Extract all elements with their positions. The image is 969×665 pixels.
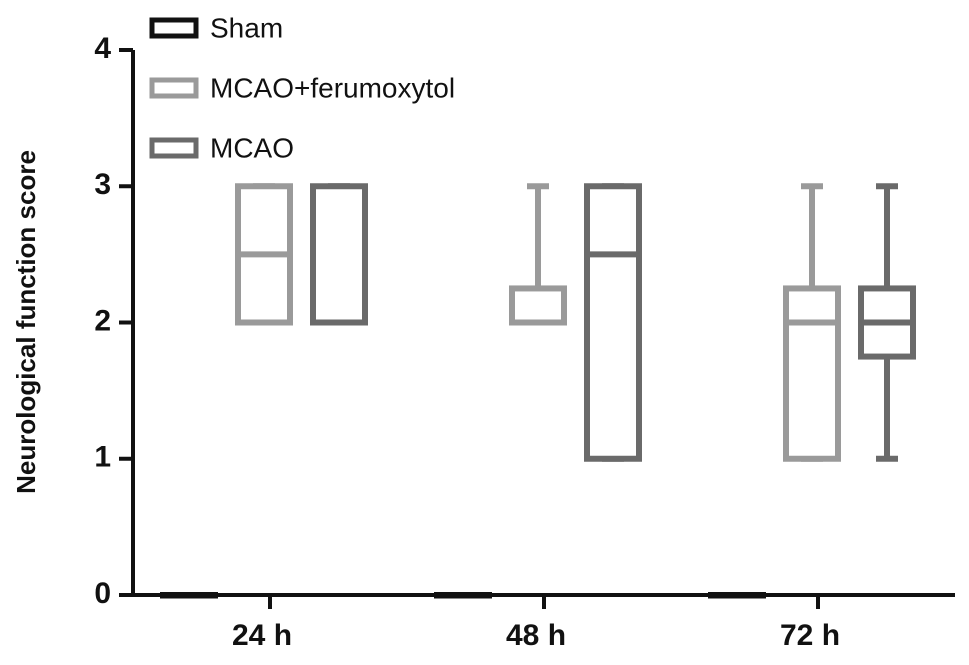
x-tick-label: 72 h [780, 619, 840, 652]
box [584, 183, 642, 462]
box [509, 285, 567, 326]
y-tick-label: 2 [94, 304, 111, 337]
x-tick-label: 48 h [506, 619, 566, 652]
y-tick-label: 0 [94, 577, 111, 610]
y-axis-label: Neurological function score [11, 150, 41, 494]
y-tick-label: 1 [94, 441, 111, 474]
legend-label: Sham [210, 12, 283, 43]
y-tick-label: 4 [94, 32, 111, 65]
box [310, 183, 368, 326]
legend-swatch [149, 137, 199, 159]
legend-label: MCAO [210, 132, 294, 163]
box [783, 285, 841, 462]
x-tick-label: 24 h [232, 619, 292, 652]
legend-swatch [149, 17, 199, 39]
y-tick-label: 3 [94, 168, 111, 201]
legend-label: MCAO+ferumoxytol [210, 72, 455, 103]
legend-swatch [149, 77, 199, 99]
